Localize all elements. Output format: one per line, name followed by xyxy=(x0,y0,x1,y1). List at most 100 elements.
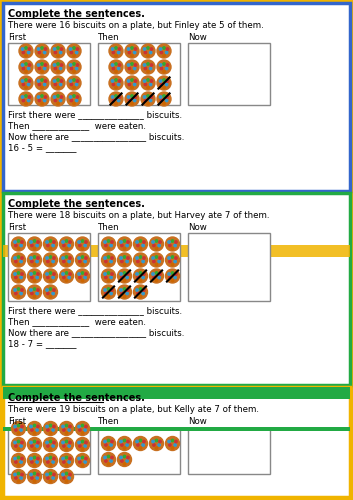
Circle shape xyxy=(25,86,27,88)
Circle shape xyxy=(147,79,149,81)
Circle shape xyxy=(41,102,43,104)
Circle shape xyxy=(15,445,17,447)
Circle shape xyxy=(166,48,169,50)
Circle shape xyxy=(76,237,90,251)
Circle shape xyxy=(166,237,179,251)
Circle shape xyxy=(166,52,168,54)
Circle shape xyxy=(37,474,39,476)
Circle shape xyxy=(73,54,75,56)
Circle shape xyxy=(20,429,22,431)
Text: 16 - 5 = _______: 16 - 5 = _______ xyxy=(8,143,77,152)
Circle shape xyxy=(166,269,179,283)
Circle shape xyxy=(126,260,128,262)
Circle shape xyxy=(33,240,36,242)
Circle shape xyxy=(107,256,110,258)
Circle shape xyxy=(78,458,80,460)
Text: There were 18 biscuits on a plate, but Harvey ate 7 of them.: There were 18 biscuits on a plate, but H… xyxy=(8,211,269,220)
Circle shape xyxy=(139,240,142,242)
Circle shape xyxy=(168,257,170,259)
Circle shape xyxy=(105,276,107,278)
Circle shape xyxy=(81,264,84,266)
Circle shape xyxy=(153,260,155,262)
Circle shape xyxy=(142,244,144,246)
Circle shape xyxy=(159,64,162,66)
Circle shape xyxy=(136,241,138,243)
Circle shape xyxy=(21,80,24,82)
Circle shape xyxy=(62,474,64,476)
Circle shape xyxy=(15,276,17,278)
Circle shape xyxy=(65,448,68,450)
Circle shape xyxy=(163,86,165,88)
Circle shape xyxy=(28,96,31,98)
Circle shape xyxy=(47,477,49,479)
Circle shape xyxy=(160,52,163,54)
Circle shape xyxy=(68,461,70,463)
Circle shape xyxy=(163,47,165,49)
Circle shape xyxy=(62,273,64,275)
Circle shape xyxy=(21,273,23,275)
Circle shape xyxy=(12,253,25,267)
Circle shape xyxy=(147,86,149,88)
Circle shape xyxy=(120,440,122,442)
Circle shape xyxy=(125,92,139,106)
Circle shape xyxy=(53,458,55,460)
Circle shape xyxy=(15,244,17,246)
Circle shape xyxy=(51,44,65,58)
Circle shape xyxy=(60,48,63,50)
Circle shape xyxy=(102,237,115,251)
Circle shape xyxy=(35,76,49,90)
Circle shape xyxy=(28,422,42,436)
Circle shape xyxy=(14,442,16,444)
Circle shape xyxy=(69,96,72,98)
Circle shape xyxy=(123,256,126,258)
Circle shape xyxy=(37,80,40,82)
Circle shape xyxy=(147,70,149,72)
Circle shape xyxy=(81,440,84,442)
Circle shape xyxy=(49,296,52,298)
Circle shape xyxy=(12,237,25,251)
Circle shape xyxy=(111,257,113,259)
Circle shape xyxy=(118,100,120,102)
Circle shape xyxy=(69,241,71,243)
Circle shape xyxy=(17,288,20,290)
Circle shape xyxy=(104,257,106,259)
Text: Then _____________  were eaten.: Then _____________ were eaten. xyxy=(8,317,146,326)
Circle shape xyxy=(46,241,48,243)
Circle shape xyxy=(137,244,139,246)
Circle shape xyxy=(111,96,114,98)
Circle shape xyxy=(12,454,25,468)
Circle shape xyxy=(136,257,138,259)
Circle shape xyxy=(85,273,87,275)
Circle shape xyxy=(107,296,110,298)
Circle shape xyxy=(166,253,179,267)
Circle shape xyxy=(21,289,23,291)
Circle shape xyxy=(81,240,84,242)
Circle shape xyxy=(159,80,162,82)
Circle shape xyxy=(21,442,23,444)
Circle shape xyxy=(30,273,32,275)
Circle shape xyxy=(123,288,126,290)
Circle shape xyxy=(169,276,171,278)
Circle shape xyxy=(147,54,149,56)
Circle shape xyxy=(85,426,87,428)
Circle shape xyxy=(126,292,128,294)
Circle shape xyxy=(150,253,163,267)
Circle shape xyxy=(49,480,52,482)
Circle shape xyxy=(33,272,36,274)
Text: Then: Then xyxy=(98,417,120,426)
Circle shape xyxy=(139,264,142,266)
Circle shape xyxy=(69,80,72,82)
Circle shape xyxy=(17,248,20,250)
Circle shape xyxy=(131,70,133,72)
Circle shape xyxy=(28,285,42,299)
Circle shape xyxy=(102,269,115,283)
Circle shape xyxy=(30,257,32,259)
Circle shape xyxy=(33,248,36,250)
Circle shape xyxy=(41,63,43,65)
Circle shape xyxy=(84,445,86,447)
Circle shape xyxy=(25,70,27,72)
Circle shape xyxy=(31,244,33,246)
Text: First there were _______________ biscuits.: First there were _______________ biscuit… xyxy=(8,306,182,315)
Circle shape xyxy=(78,257,80,259)
Circle shape xyxy=(134,64,137,66)
